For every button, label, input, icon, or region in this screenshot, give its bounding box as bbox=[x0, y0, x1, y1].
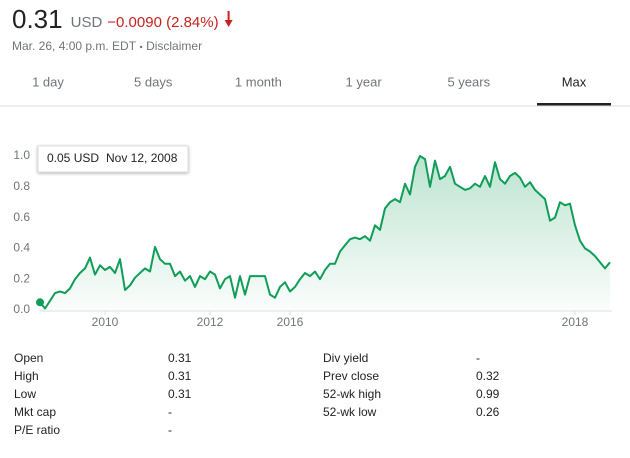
stat-label: Prev close bbox=[323, 369, 379, 383]
down-arrow-icon bbox=[227, 11, 230, 21]
disclaimer-link[interactable]: Disclaimer bbox=[146, 39, 202, 53]
tooltip-value: 0.05 USD bbox=[47, 151, 99, 165]
tab[interactable]: 1 day bbox=[32, 74, 64, 89]
tab[interactable]: 5 days bbox=[134, 74, 173, 89]
stat-label: High bbox=[14, 369, 39, 383]
tab[interactable]: 5 years bbox=[447, 74, 490, 89]
y-tick-label: 0.6 bbox=[13, 210, 30, 224]
stat-label: P/E ratio bbox=[14, 423, 60, 437]
currency: USD bbox=[71, 14, 103, 31]
x-tick-label: 2012 bbox=[197, 315, 224, 329]
stat-value: 0.32 bbox=[476, 369, 500, 383]
tab-selected-indicator bbox=[537, 103, 611, 106]
hover-point bbox=[36, 298, 44, 307]
stat-label: 52-wk low bbox=[323, 405, 377, 419]
down-arrow-stem bbox=[224, 20, 233, 27]
y-tick-label: 1.0 bbox=[13, 148, 30, 162]
stat-label: Div yield bbox=[323, 351, 368, 365]
separator-dot bbox=[139, 45, 143, 49]
timestamp: Mar. 26, 4:00 p.m. EDT bbox=[12, 39, 137, 53]
stat-value: 0.99 bbox=[476, 387, 500, 401]
price-line bbox=[39, 155, 611, 310]
y-tick-label: 0.2 bbox=[13, 271, 30, 285]
y-tick-label: 0.8 bbox=[13, 179, 30, 193]
price-area bbox=[40, 156, 610, 310]
x-tick-label: 2010 bbox=[92, 315, 119, 329]
price-change: −0.0090 (2.84%) bbox=[107, 14, 218, 31]
tooltip-box bbox=[37, 145, 189, 173]
x-tick-label: 2016 bbox=[277, 315, 304, 329]
tab[interactable]: 1 year bbox=[346, 74, 383, 89]
stat-value: 0.31 bbox=[168, 369, 192, 383]
stat-label: Mkt cap bbox=[14, 405, 56, 419]
y-tick-label: 0.4 bbox=[13, 241, 30, 255]
stat-label: Low bbox=[14, 387, 36, 401]
stat-label: Open bbox=[14, 351, 43, 365]
y-tick-label: 0.0 bbox=[13, 302, 30, 316]
stat-value: - bbox=[168, 405, 172, 419]
stat-value: 0.26 bbox=[476, 405, 500, 419]
stat-value: - bbox=[168, 423, 172, 437]
tab[interactable]: Max bbox=[562, 74, 587, 89]
price: 0.31 bbox=[12, 4, 63, 34]
stat-value: 0.31 bbox=[168, 351, 192, 365]
x-tick-label: 2018 bbox=[562, 315, 589, 329]
stat-label: 52-wk high bbox=[323, 387, 381, 401]
stat-value: - bbox=[476, 351, 480, 365]
stat-value: 0.31 bbox=[168, 387, 192, 401]
tab[interactable]: 1 month bbox=[235, 74, 282, 89]
tooltip-date: Nov 12, 2008 bbox=[106, 151, 178, 165]
